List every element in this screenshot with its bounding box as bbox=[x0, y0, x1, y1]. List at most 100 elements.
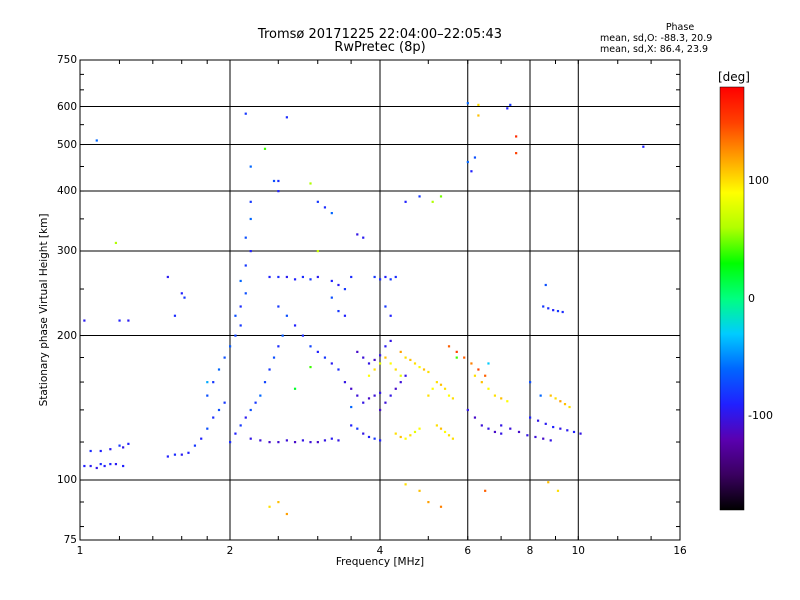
scatter-point bbox=[384, 345, 387, 348]
scatter-point bbox=[229, 345, 232, 348]
scatter-point bbox=[206, 427, 209, 430]
chart-title-line2: RwPretec (8p) bbox=[334, 40, 426, 55]
scatter-point bbox=[343, 314, 347, 317]
scatter-point bbox=[187, 451, 190, 454]
scatter-points bbox=[83, 102, 645, 516]
scatter-point bbox=[254, 401, 257, 404]
scatter-point bbox=[447, 434, 451, 437]
scatter-point bbox=[109, 462, 112, 466]
scatter-point bbox=[473, 374, 477, 377]
scatter-point bbox=[389, 278, 392, 281]
scatter-point bbox=[399, 374, 402, 377]
scatter-point bbox=[343, 288, 347, 291]
scatter-point bbox=[427, 394, 430, 397]
scatter-point bbox=[389, 394, 392, 397]
scatter-point bbox=[466, 160, 469, 164]
scatter-point bbox=[431, 200, 434, 203]
scatter-point bbox=[367, 397, 371, 400]
scatter-point bbox=[509, 103, 512, 106]
scatter-point bbox=[373, 275, 376, 279]
scatter-point bbox=[539, 394, 542, 397]
scatter-point bbox=[316, 350, 319, 353]
scatter-point bbox=[379, 362, 382, 365]
scatter-point bbox=[293, 324, 297, 327]
phase-stats-title: Phase bbox=[665, 22, 695, 33]
scatter-point bbox=[367, 374, 371, 377]
y-tick-label: 500 bbox=[56, 138, 77, 151]
scatter-point bbox=[330, 279, 333, 283]
scatter-point bbox=[373, 358, 376, 362]
scatter-point bbox=[367, 435, 371, 439]
scatter-point bbox=[642, 145, 645, 148]
scatter-point bbox=[301, 275, 305, 279]
scatter-point bbox=[394, 432, 397, 435]
chart-title-line1: Tromsø 20171225 22:04:00–22:05:43 bbox=[257, 27, 503, 42]
scatter-point bbox=[272, 356, 276, 359]
scatter-point bbox=[536, 419, 540, 422]
scatter-point bbox=[487, 387, 490, 390]
scatter-point bbox=[356, 394, 359, 397]
scatter-point bbox=[500, 432, 503, 435]
scatter-point bbox=[259, 439, 262, 442]
x-tick-label: 16 bbox=[673, 545, 687, 557]
scatter-point bbox=[272, 179, 276, 183]
scatter-point bbox=[206, 381, 209, 384]
scatter-point bbox=[293, 278, 297, 281]
scatter-point bbox=[277, 500, 280, 504]
x-tick-label: 4 bbox=[376, 545, 384, 557]
scatter-point bbox=[122, 464, 125, 468]
scatter-point bbox=[337, 368, 340, 371]
scatter-point bbox=[529, 381, 532, 384]
scatter-point bbox=[480, 424, 483, 427]
scatter-point bbox=[542, 305, 545, 308]
scatter-point bbox=[466, 408, 469, 412]
scatter-point bbox=[566, 429, 569, 432]
scatter-point bbox=[389, 314, 392, 317]
scatter-point bbox=[399, 381, 402, 384]
scatter-point bbox=[427, 500, 430, 504]
scatter-point bbox=[404, 356, 407, 359]
scatter-point bbox=[259, 394, 262, 397]
scatter-point bbox=[515, 135, 518, 138]
scatter-point bbox=[277, 345, 280, 348]
x-tick-label: 8 bbox=[526, 545, 534, 557]
scatter-point bbox=[337, 309, 340, 313]
scatter-point bbox=[285, 275, 288, 279]
scatter-point bbox=[95, 466, 98, 470]
scatter-point bbox=[99, 462, 102, 466]
scatter-point bbox=[183, 296, 186, 299]
phase-stats-x: mean, sd,X: 86.4, 23.9 bbox=[600, 44, 709, 55]
scatter-point bbox=[118, 444, 121, 447]
scatter-point bbox=[127, 319, 130, 322]
scatter-point bbox=[337, 439, 340, 442]
scatter-point bbox=[572, 430, 576, 434]
scatter-point bbox=[529, 416, 532, 419]
scatter-point bbox=[301, 439, 305, 442]
scatter-point bbox=[244, 112, 247, 115]
phase-stats: Phase mean, sd,O: -88.3, 20.9 mean, sd,X… bbox=[600, 22, 730, 55]
scatter-point bbox=[526, 434, 529, 437]
scatter-point bbox=[285, 439, 288, 442]
scatter-point bbox=[249, 165, 252, 168]
y-tick-label: 600 bbox=[56, 100, 77, 113]
scatter-point bbox=[389, 362, 392, 365]
y-tick-label: 200 bbox=[56, 329, 77, 342]
y-tick-label: 750 bbox=[56, 54, 77, 66]
scatter-point bbox=[418, 365, 421, 369]
grid-lines bbox=[80, 60, 680, 540]
scatter-point bbox=[239, 305, 242, 308]
scatter-point bbox=[268, 368, 271, 371]
scatter-point bbox=[484, 489, 487, 492]
scatter-point bbox=[316, 275, 319, 279]
scatter-point bbox=[556, 309, 560, 313]
scatter-point bbox=[373, 368, 376, 371]
scatter-point bbox=[451, 397, 455, 400]
scatter-point bbox=[316, 250, 319, 253]
scatter-point bbox=[99, 449, 102, 453]
scatter-point bbox=[561, 310, 564, 314]
scatter-point bbox=[180, 292, 183, 295]
scatter-point bbox=[579, 432, 582, 435]
scatter-point bbox=[356, 350, 359, 353]
scatter-point bbox=[277, 275, 280, 279]
scatter-point bbox=[418, 195, 421, 198]
